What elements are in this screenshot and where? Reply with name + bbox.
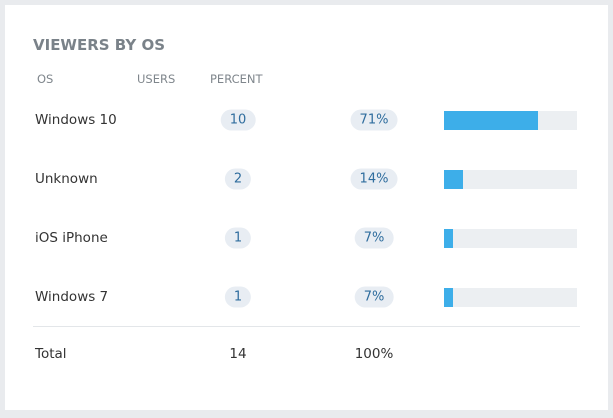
os-name: Windows 10 [35,112,117,128]
divider [33,326,580,327]
percent-pill: 14% [350,168,398,190]
percent-pill: 7% [354,286,394,308]
bar [444,170,463,189]
users-pill: 2 [224,168,252,190]
total-users: 14 [229,346,247,362]
column-header: USERS [137,72,176,86]
bar-track [444,170,577,189]
card-title: VIEWERS BY OS [33,36,166,54]
bar [444,288,454,307]
card: VIEWERS BY OS OS USERS PERCENT Windows 10 10… [5,5,608,410]
os-name: Windows 7 [35,289,109,305]
users-pill: 10 [220,109,256,131]
bar-track [444,229,577,248]
users-pill: 1 [224,286,252,308]
users-pill: 1 [224,227,252,249]
column-header: PERCENT [210,72,263,86]
os-name: iOS iPhone [35,230,108,246]
bar [444,229,454,248]
bar [444,111,539,130]
os-name: Unknown [35,171,98,187]
total-label: Total [35,346,67,362]
percent-pill: 7% [354,227,394,249]
column-header: OS [37,72,54,86]
total-percent: 100% [354,346,394,362]
bar-track [444,288,577,307]
percent-pill: 71% [350,109,398,131]
